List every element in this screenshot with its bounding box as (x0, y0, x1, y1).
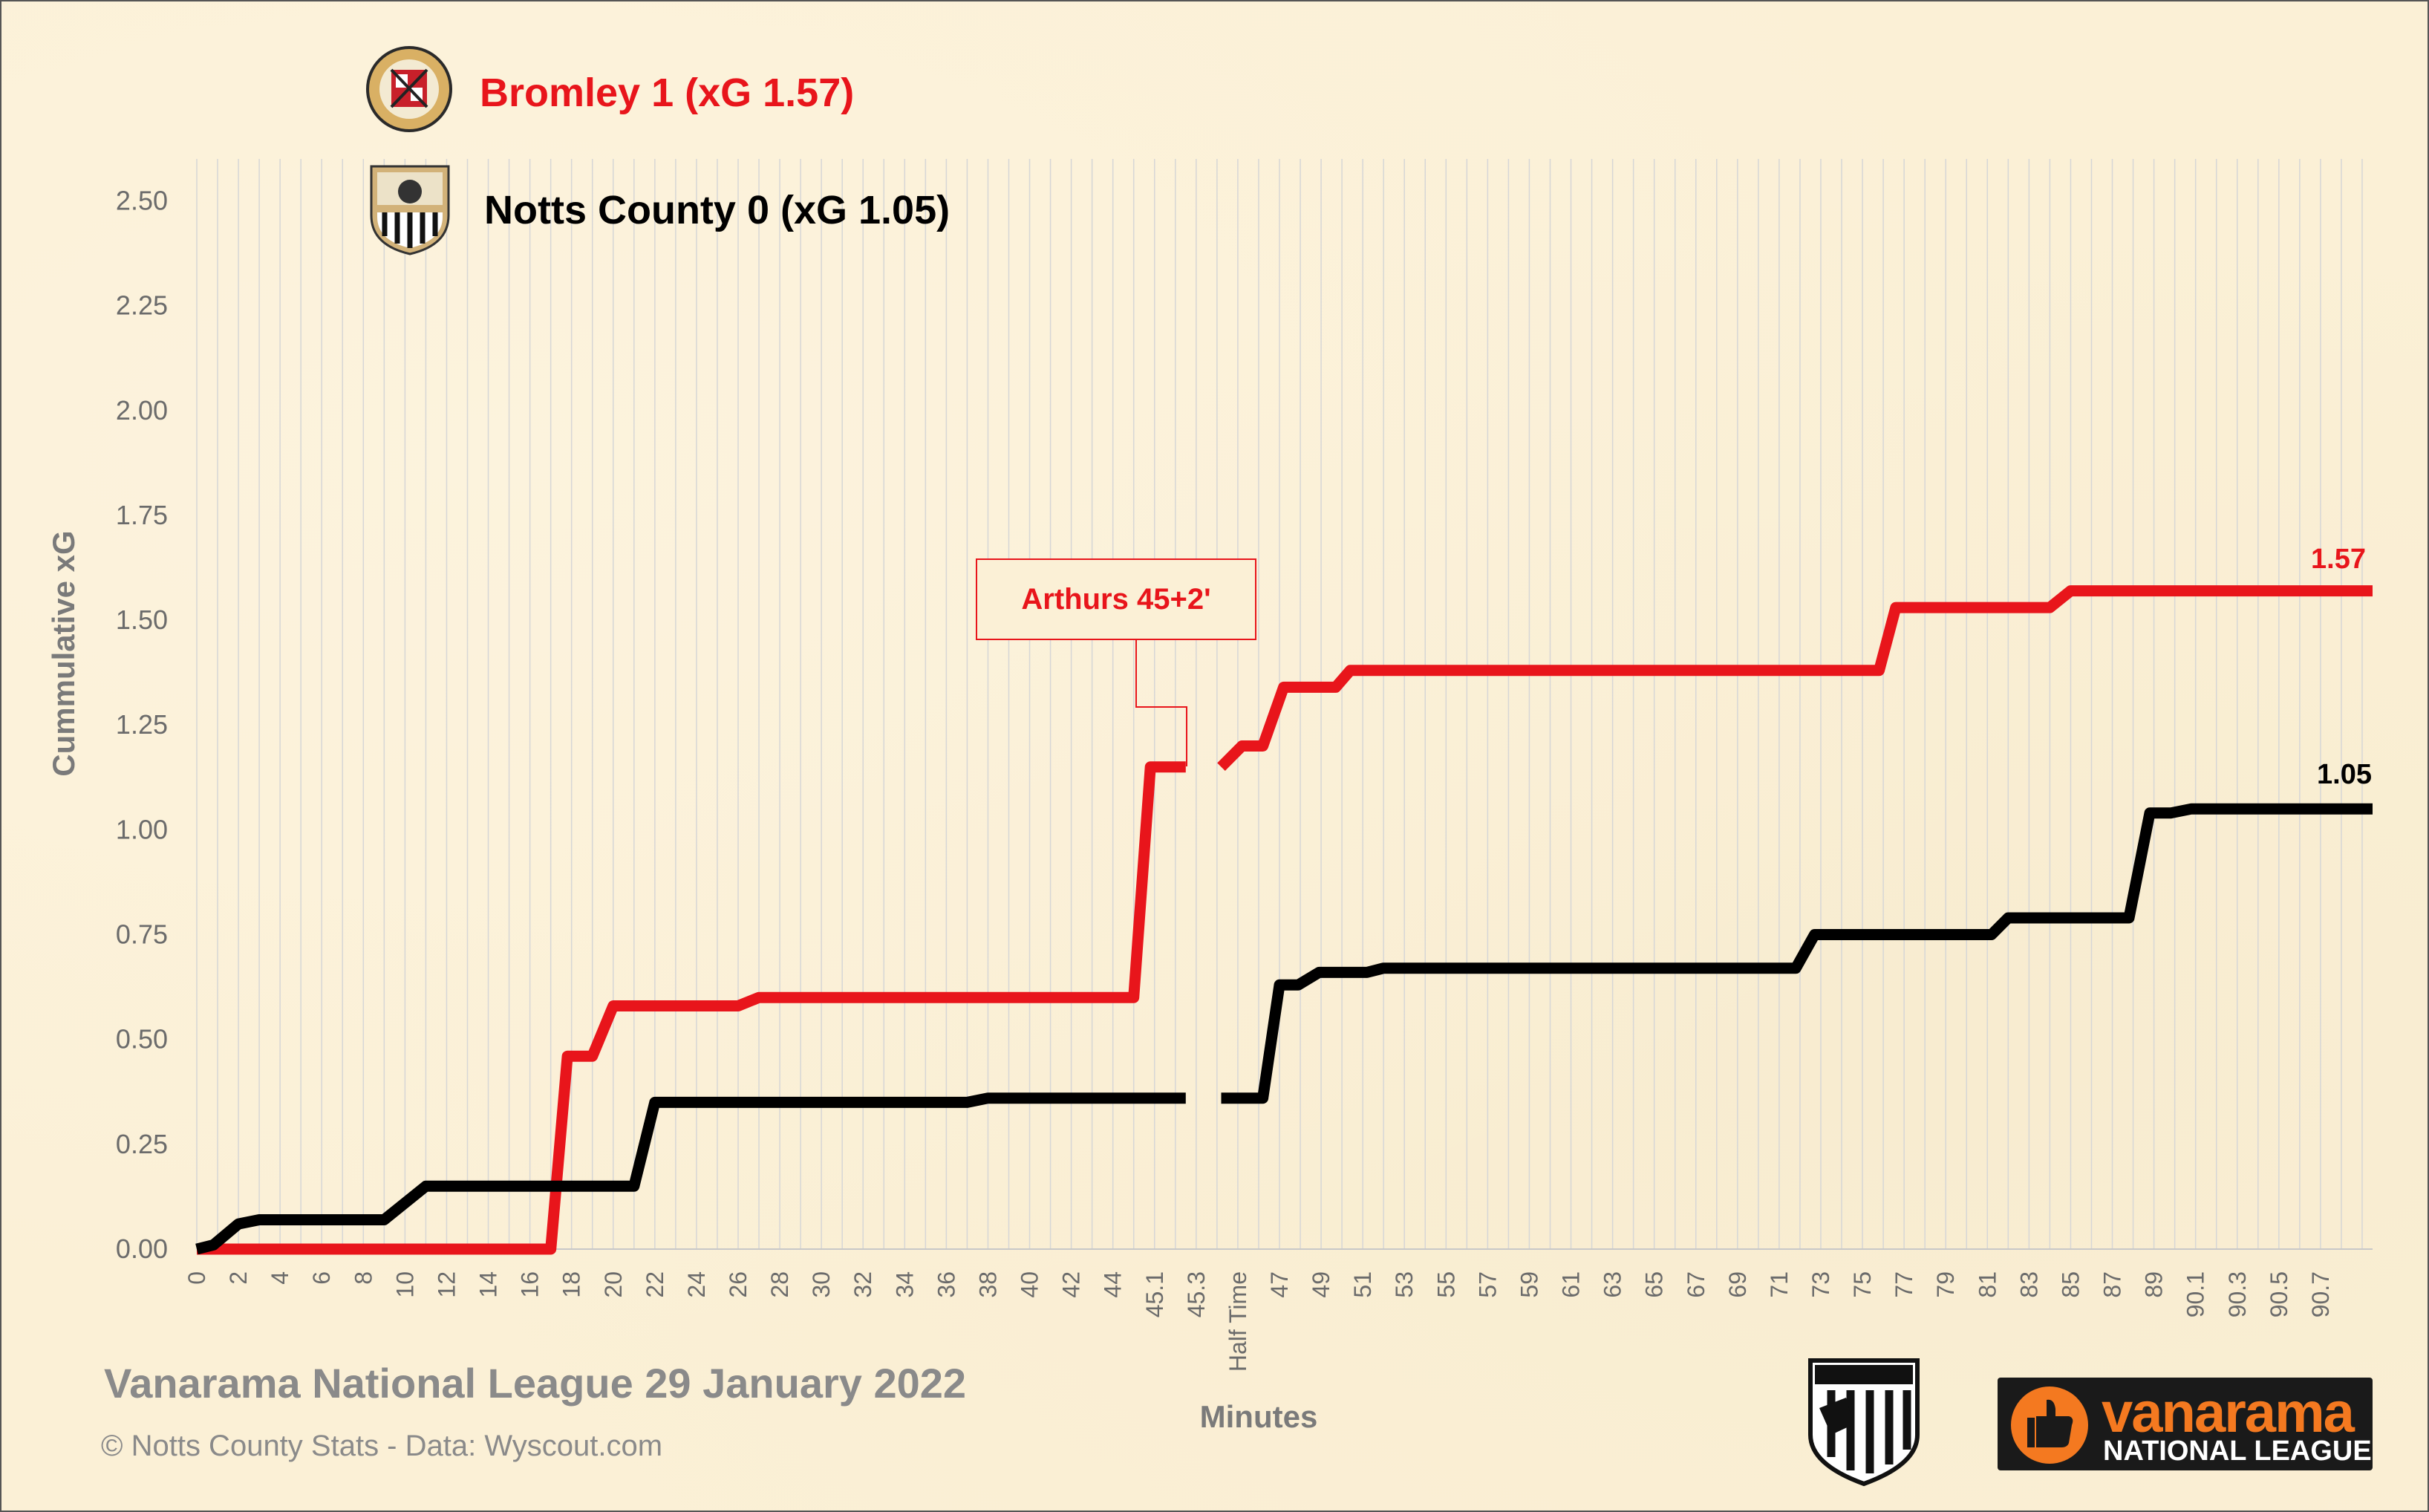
bromley-crest-icon (366, 46, 452, 132)
annotation-leader (1135, 639, 1187, 766)
x-tick-label: 67 (1683, 1271, 1709, 1298)
x-tick-label: 12 (433, 1271, 460, 1298)
x-tick-label: 63 (1600, 1271, 1626, 1298)
notts-county-stats-icon (1808, 1358, 1920, 1487)
footer-title: Vanarama National League 29 January 2022 (104, 1360, 967, 1407)
x-tick-label: 16 (517, 1271, 544, 1298)
bromley-line-first-half (197, 761, 1186, 1255)
x-tick-label: 51 (1349, 1271, 1376, 1298)
vanarama-subtitle: NATIONAL LEAGUE (2103, 1436, 2372, 1467)
notts-line-second-half (1221, 803, 2373, 1104)
x-tick-label: 69 (1724, 1271, 1751, 1298)
y-tick-label: 2.25 (116, 290, 168, 321)
y-tick-label: 0.50 (116, 1024, 168, 1055)
x-tick-label: 26 (725, 1271, 751, 1298)
x-tick-label: 45.1 (1141, 1271, 1168, 1317)
x-tick-label: 14 (475, 1271, 502, 1298)
x-tick-label: 32 (850, 1271, 876, 1298)
x-tick-label: 83 (2015, 1271, 2042, 1298)
x-tick-label: 90.5 (2266, 1271, 2292, 1317)
x-tick-label: 30 (808, 1271, 835, 1298)
x-tick-label: 47 (1266, 1271, 1293, 1298)
x-tick-label: 89 (2141, 1271, 2168, 1298)
x-tick-label: 40 (1017, 1271, 1043, 1298)
x-tick-label: 34 (891, 1271, 918, 1298)
x-tick-label: 44 (1100, 1271, 1127, 1298)
x-tick-label: 75 (1849, 1271, 1876, 1298)
x-axis-ticks: 0 2 4 6 8 10 12 14 16 18 20 22 24 26 28 30 32 34 36 38 40 42 4… (183, 1271, 2334, 1372)
x-tick-label: 90.7 (2307, 1271, 2334, 1317)
y-axis-ticks: 0.00 0.25 0.50 0.75 1.00 1.25 1.50 1.75 2.00 2.25… (116, 185, 168, 1264)
chart-grid (196, 159, 2373, 1250)
vanarama-brand: vanarama (2102, 1381, 2355, 1444)
y-tick-label: 1.00 (116, 814, 168, 844)
x-tick-label: 59 (1516, 1271, 1542, 1298)
x-tick-label: 38 (974, 1271, 1001, 1298)
y-tick-label: 1.50 (116, 605, 168, 635)
x-tick-label: 20 (600, 1271, 627, 1298)
x-tick-label: 0 (183, 1271, 210, 1285)
x-tick-label: 8 (350, 1271, 376, 1285)
x-tick-label: 57 (1474, 1271, 1501, 1298)
y-tick-label: 1.75 (116, 500, 168, 530)
x-tick-label: 79 (1932, 1271, 1959, 1298)
x-tick-label: 18 (558, 1271, 585, 1298)
x-tick-label: Half Time (1225, 1271, 1251, 1372)
x-tick-label: 24 (683, 1271, 710, 1298)
x-tick-label: 2 (225, 1271, 252, 1285)
y-tick-label: 2.00 (116, 395, 168, 426)
notts-county-crest-icon (370, 165, 450, 255)
vanarama-logo: vanarama NATIONAL LEAGUE (1998, 1378, 2373, 1470)
y-tick-label: 0.75 (116, 919, 168, 950)
x-tick-label: 90.3 (2224, 1271, 2251, 1317)
x-tick-label: 53 (1391, 1271, 1418, 1298)
legend-notts: Notts County 0 (xG 1.05) (484, 188, 950, 232)
x-tick-label: 45.3 (1183, 1271, 1210, 1317)
x-tick-label: 42 (1058, 1271, 1085, 1298)
legend-bromley: Bromley 1 (xG 1.57) (480, 71, 854, 115)
x-tick-label: 73 (1807, 1271, 1834, 1298)
x-tick-label: 6 (308, 1271, 335, 1285)
x-axis-title: Minutes (1200, 1399, 1318, 1434)
x-tick-label: 22 (642, 1271, 668, 1298)
goal-annotation: Arthurs 45+2' (976, 558, 1256, 640)
x-tick-label: 81 (1974, 1271, 2001, 1298)
x-tick-label: 10 (391, 1271, 418, 1298)
footer-credit: © Notts County Stats - Data: Wyscout.com (101, 1430, 663, 1462)
bromley-line-second-half (1217, 585, 2373, 771)
x-tick-label: 49 (1308, 1271, 1334, 1298)
x-tick-label: 77 (1891, 1271, 1917, 1298)
notts-end-label: 1.05 (2317, 759, 2372, 790)
y-tick-label: 1.25 (116, 709, 168, 740)
y-axis-title: Cummulative xG (46, 530, 81, 776)
x-tick-label: 85 (2057, 1271, 2084, 1298)
bromley-end-label: 1.57 (2311, 544, 2366, 575)
y-tick-label: 0.25 (116, 1129, 168, 1159)
x-tick-label: 61 (1558, 1271, 1585, 1298)
x-tick-label: 36 (933, 1271, 959, 1298)
x-tick-label: 71 (1766, 1271, 1793, 1298)
x-tick-label: 4 (267, 1271, 293, 1285)
y-tick-label: 2.50 (116, 185, 168, 215)
x-tick-label: 55 (1432, 1271, 1459, 1298)
x-tick-label: 90.1 (2182, 1271, 2209, 1317)
x-tick-label: 87 (2099, 1271, 2126, 1298)
x-tick-label: 65 (1641, 1271, 1668, 1298)
x-tick-label: 28 (766, 1271, 793, 1298)
y-tick-label: 0.00 (116, 1234, 168, 1264)
notts-line-first-half (195, 1092, 1186, 1255)
series-lines (195, 585, 2373, 1255)
